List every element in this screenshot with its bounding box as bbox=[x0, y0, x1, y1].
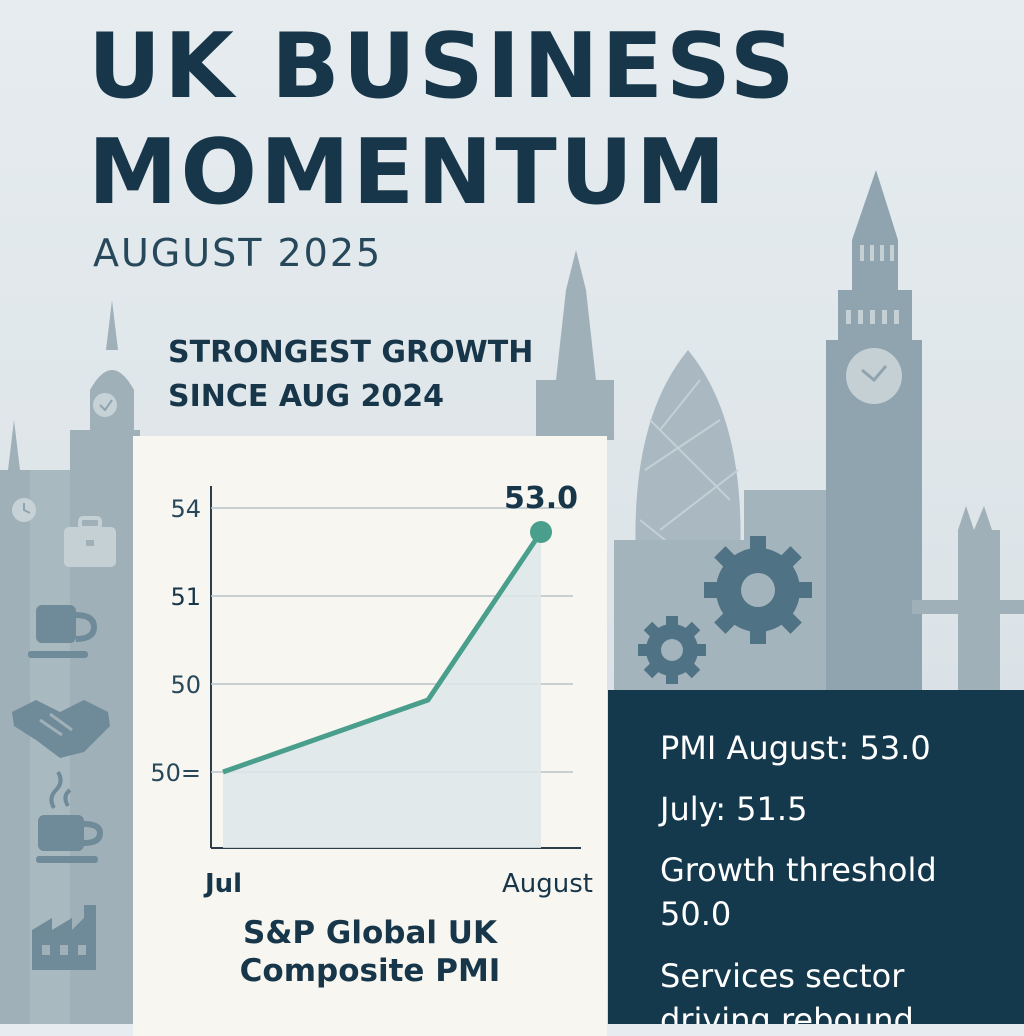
area-fill bbox=[223, 532, 541, 848]
factory-icon bbox=[32, 905, 96, 970]
steaming-mug-icon bbox=[36, 770, 104, 863]
briefcase-icon bbox=[64, 516, 116, 567]
y-tick-label: 50= bbox=[150, 759, 201, 787]
data-label: 53.0 bbox=[504, 481, 578, 516]
tower-windows bbox=[846, 245, 899, 324]
y-tick-label: 50 bbox=[170, 671, 201, 699]
x-tick-label: August bbox=[502, 869, 593, 899]
stat-services: Services sector driving rebound bbox=[660, 954, 1020, 1024]
chart-caption: S&P Global UK Composite PMI bbox=[133, 914, 607, 990]
headline-line-2: SINCE AUG 2024 bbox=[168, 379, 445, 414]
coffee-cup-icon bbox=[28, 605, 98, 658]
chart-caption-line-2: Composite PMI bbox=[239, 953, 501, 989]
left-buildings bbox=[0, 300, 140, 1024]
data-point-marker bbox=[530, 521, 552, 543]
stat-pmi-august: PMI August: 53.0 bbox=[660, 729, 931, 767]
small-gear-icon bbox=[638, 616, 706, 684]
stat-services-line-2: driving rebound bbox=[660, 1001, 914, 1024]
stat-services-line-1: Services sector bbox=[660, 957, 905, 995]
spire-building bbox=[536, 250, 614, 440]
handshake-icon bbox=[12, 700, 110, 758]
stats-panel: PMI August: 53.0 July: 51.5 Growth thres… bbox=[608, 690, 1024, 1024]
pmi-line-chart: 54 51 50 50= 53.0 Jul August bbox=[150, 481, 593, 899]
series-line bbox=[222, 530, 544, 775]
stat-threshold-line-2: 50.0 bbox=[660, 895, 732, 933]
stat-july: July: 51.5 bbox=[660, 790, 808, 828]
page-subtitle: AUGUST 2025 bbox=[93, 231, 383, 275]
headline-line-1: STRONGEST GROWTH bbox=[168, 335, 534, 370]
big-ben-clock-icon bbox=[846, 348, 902, 404]
x-tick-label: Jul bbox=[203, 869, 242, 899]
stat-threshold: Growth threshold 50.0 bbox=[660, 848, 1020, 936]
title-line-1: UK BUSINESS bbox=[88, 14, 798, 119]
title-line-2: MOMENTUM bbox=[88, 120, 729, 225]
clock-icon bbox=[12, 498, 36, 522]
growth-headline: STRONGEST GROWTH SINCE AUG 2024 bbox=[168, 331, 588, 419]
page-title: UK BUSINESS MOMENTUM bbox=[88, 14, 798, 226]
chart-card: 54 51 50 50= 53.0 Jul August S&P Global UK Com… bbox=[133, 436, 607, 1036]
tower-bridge bbox=[912, 506, 1024, 690]
chart-caption-line-1: S&P Global UK bbox=[243, 915, 497, 951]
y-tick-label: 54 bbox=[170, 495, 201, 523]
clock-icon bbox=[93, 393, 117, 417]
y-tick-label: 51 bbox=[170, 583, 201, 611]
large-gear-icon bbox=[704, 536, 812, 644]
stat-threshold-line-1: Growth threshold bbox=[660, 851, 937, 889]
gherkin-tower bbox=[635, 350, 741, 561]
